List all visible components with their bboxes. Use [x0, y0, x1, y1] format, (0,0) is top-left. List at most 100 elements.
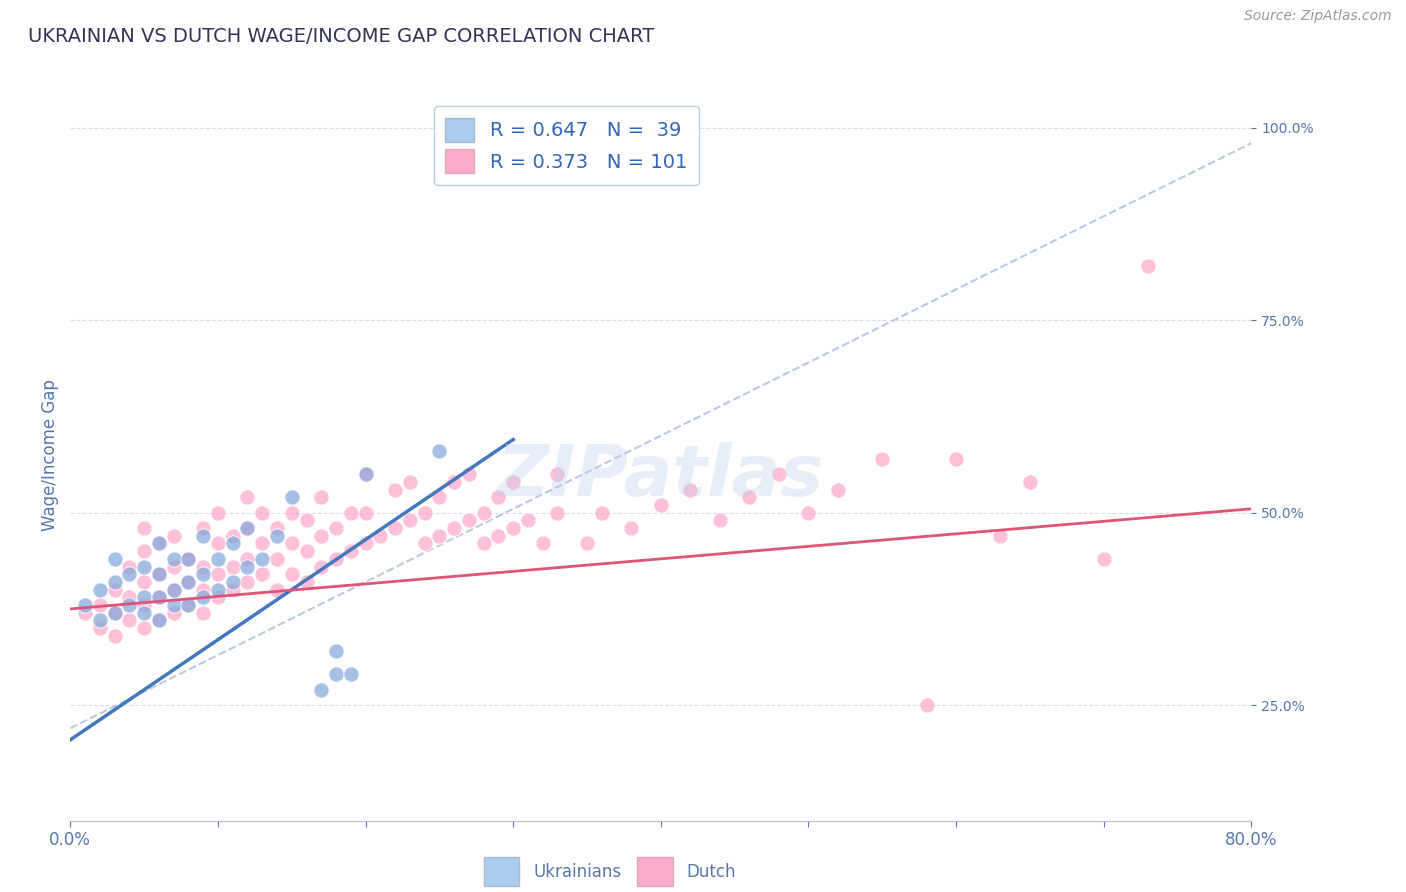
Point: [354, 467, 377, 482]
Point: [191, 606, 214, 620]
Point: [384, 483, 406, 497]
Point: [207, 567, 229, 582]
Point: [118, 567, 141, 582]
Point: [368, 529, 391, 543]
Point: [250, 552, 273, 566]
Point: [309, 529, 333, 543]
Point: [458, 513, 481, 527]
Point: [177, 598, 200, 612]
Point: [89, 598, 111, 612]
Point: [295, 513, 318, 527]
Point: [1136, 260, 1159, 274]
Point: [132, 621, 156, 635]
Point: [163, 552, 186, 566]
Point: [191, 529, 214, 543]
Point: [443, 521, 465, 535]
Point: [89, 621, 111, 635]
Point: [295, 574, 318, 589]
Point: [222, 529, 245, 543]
Point: [191, 559, 214, 574]
Point: [325, 521, 347, 535]
Point: [236, 490, 259, 504]
Point: [177, 574, 200, 589]
Point: [207, 552, 229, 566]
Point: [915, 698, 938, 713]
Point: [177, 598, 200, 612]
Point: [104, 552, 127, 566]
Point: [236, 521, 259, 535]
Point: [325, 644, 347, 658]
Point: [250, 567, 273, 582]
Point: [250, 536, 273, 550]
Point: [163, 582, 186, 597]
Point: [547, 506, 569, 520]
Point: [340, 544, 363, 558]
Point: [104, 582, 127, 597]
Point: [458, 467, 481, 482]
Point: [281, 536, 304, 550]
Point: [222, 536, 245, 550]
Point: [148, 536, 170, 550]
Point: [163, 582, 186, 597]
Point: [236, 559, 259, 574]
Point: [486, 490, 509, 504]
Point: [517, 513, 540, 527]
Point: [309, 490, 333, 504]
Point: [132, 559, 156, 574]
Point: [502, 521, 524, 535]
Point: [309, 682, 333, 697]
Point: [191, 591, 214, 605]
Point: [472, 506, 495, 520]
Point: [104, 629, 127, 643]
Point: [148, 567, 170, 582]
Point: [472, 536, 495, 550]
Point: [104, 606, 127, 620]
Point: [486, 529, 509, 543]
Point: [222, 582, 245, 597]
Y-axis label: Wage/Income Gap: Wage/Income Gap: [41, 379, 59, 531]
Point: [354, 536, 377, 550]
Point: [148, 536, 170, 550]
Text: Ukrainians: Ukrainians: [533, 863, 621, 880]
Point: [177, 574, 200, 589]
Point: [148, 614, 170, 628]
Point: [163, 606, 186, 620]
Point: [148, 591, 170, 605]
Point: [354, 467, 377, 482]
Point: [266, 552, 288, 566]
Point: [443, 475, 465, 489]
Point: [132, 606, 156, 620]
Point: [191, 582, 214, 597]
Point: [104, 606, 127, 620]
Point: [768, 467, 790, 482]
Point: [222, 559, 245, 574]
Point: [531, 536, 554, 550]
Point: [325, 552, 347, 566]
Point: [89, 614, 111, 628]
Point: [384, 521, 406, 535]
Point: [620, 521, 643, 535]
Point: [827, 483, 849, 497]
Point: [413, 536, 436, 550]
Point: [148, 591, 170, 605]
Point: [266, 521, 288, 535]
Point: [104, 574, 127, 589]
Point: [236, 521, 259, 535]
Point: [118, 559, 141, 574]
Point: [990, 529, 1012, 543]
Point: [191, 567, 214, 582]
Point: [1018, 475, 1040, 489]
Point: [797, 506, 820, 520]
Point: [427, 490, 450, 504]
Point: [148, 567, 170, 582]
Point: [163, 529, 186, 543]
Point: [118, 598, 141, 612]
Legend: R = 0.647   N =  39, R = 0.373   N = 101: R = 0.647 N = 39, R = 0.373 N = 101: [433, 106, 699, 185]
Text: Source: ZipAtlas.com: Source: ZipAtlas.com: [1244, 9, 1392, 23]
Point: [709, 513, 731, 527]
Point: [148, 614, 170, 628]
Text: UKRAINIAN VS DUTCH WAGE/INCOME GAP CORRELATION CHART: UKRAINIAN VS DUTCH WAGE/INCOME GAP CORRE…: [28, 27, 654, 45]
FancyBboxPatch shape: [637, 857, 672, 887]
Point: [281, 567, 304, 582]
Point: [281, 506, 304, 520]
